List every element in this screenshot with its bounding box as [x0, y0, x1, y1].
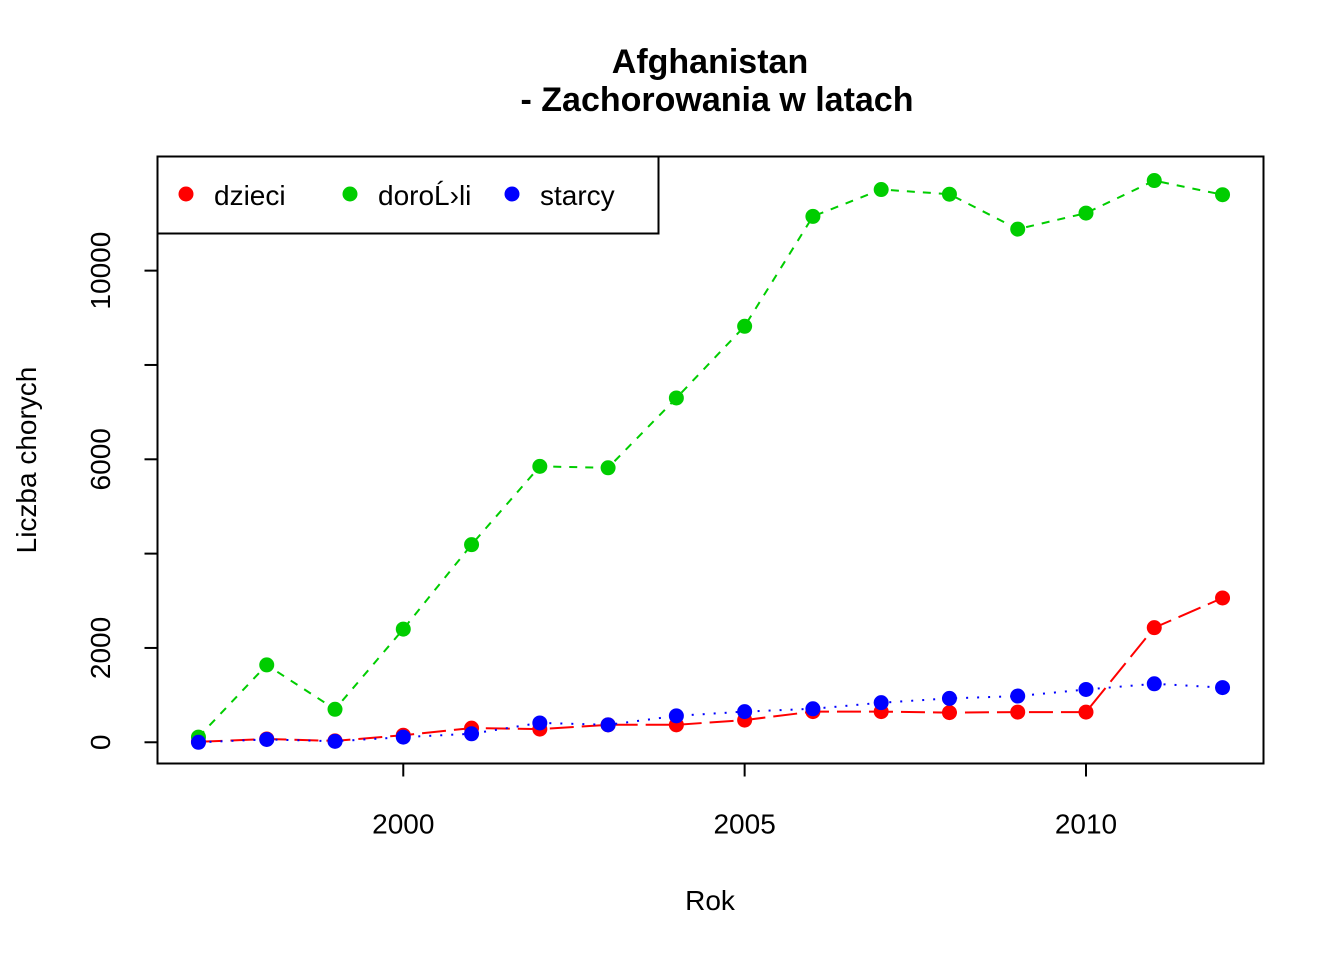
x-tick-label: 2010	[1055, 809, 1117, 840]
legend-label: starcy	[540, 180, 615, 211]
y-axis-label: Liczba chorych	[11, 367, 42, 554]
data-point	[873, 695, 889, 711]
legend-box	[156, 155, 660, 235]
data-point	[941, 186, 957, 202]
data-point	[532, 715, 548, 731]
data-point	[464, 537, 480, 553]
data-point	[327, 733, 343, 749]
data-point	[941, 705, 957, 721]
chart-subtitle: - Zachorowania w latach	[521, 81, 914, 119]
data-point	[1215, 590, 1231, 606]
data-point	[532, 458, 548, 474]
series-line	[197, 179, 1223, 738]
data-point	[805, 701, 821, 717]
data-point	[668, 390, 684, 406]
data-point	[805, 208, 821, 224]
data-point	[259, 731, 275, 747]
data-point	[1146, 676, 1162, 692]
data-point	[1010, 704, 1026, 720]
data-point	[600, 460, 616, 476]
data-point	[1078, 205, 1094, 221]
legend-marker	[342, 186, 358, 202]
legend-label: doroĹ›li	[378, 180, 471, 211]
x-axis: 2000 2005 2010	[372, 762, 1117, 840]
data-point	[1215, 680, 1231, 696]
data-point	[600, 717, 616, 733]
y-tick-label: 0	[85, 734, 116, 750]
data-point	[464, 726, 480, 742]
legend-marker	[504, 186, 520, 202]
data-point	[873, 182, 889, 198]
y-tick-label: 6000	[85, 428, 116, 490]
data-point	[1215, 187, 1231, 203]
data-point	[259, 657, 275, 673]
x-tick-label: 2005	[713, 809, 775, 840]
data-point	[395, 729, 411, 745]
y-axis: 0 2000 6000 10000	[85, 232, 159, 750]
data-point	[941, 690, 957, 706]
data-point	[1078, 704, 1094, 720]
y-tick-label: 2000	[85, 617, 116, 679]
plot-frame	[156, 155, 1265, 765]
data-point	[668, 708, 684, 724]
x-tick-label: 2000	[372, 809, 434, 840]
legend-marker	[178, 186, 194, 202]
series-starcy	[190, 676, 1231, 750]
data-point	[1010, 688, 1026, 704]
data-point	[190, 734, 206, 750]
legend-label: dzieci	[214, 180, 286, 211]
legend: dzieci doroĹ›li starcy	[156, 155, 660, 235]
data-point	[1146, 620, 1162, 636]
data-point	[737, 318, 753, 334]
series-line	[198, 597, 1223, 743]
y-tick-label: 10000	[85, 232, 116, 310]
series-dzieci	[190, 590, 1231, 750]
data-point	[327, 701, 343, 717]
x-axis-label: Rok	[685, 885, 736, 916]
series-layer	[190, 173, 1231, 750]
data-point	[1010, 221, 1026, 237]
data-point	[737, 704, 753, 720]
series-doro-li	[190, 173, 1231, 745]
chart-title: Afghanistan	[612, 43, 808, 81]
data-point	[395, 621, 411, 637]
data-point	[1078, 681, 1094, 697]
data-point	[1146, 173, 1162, 189]
